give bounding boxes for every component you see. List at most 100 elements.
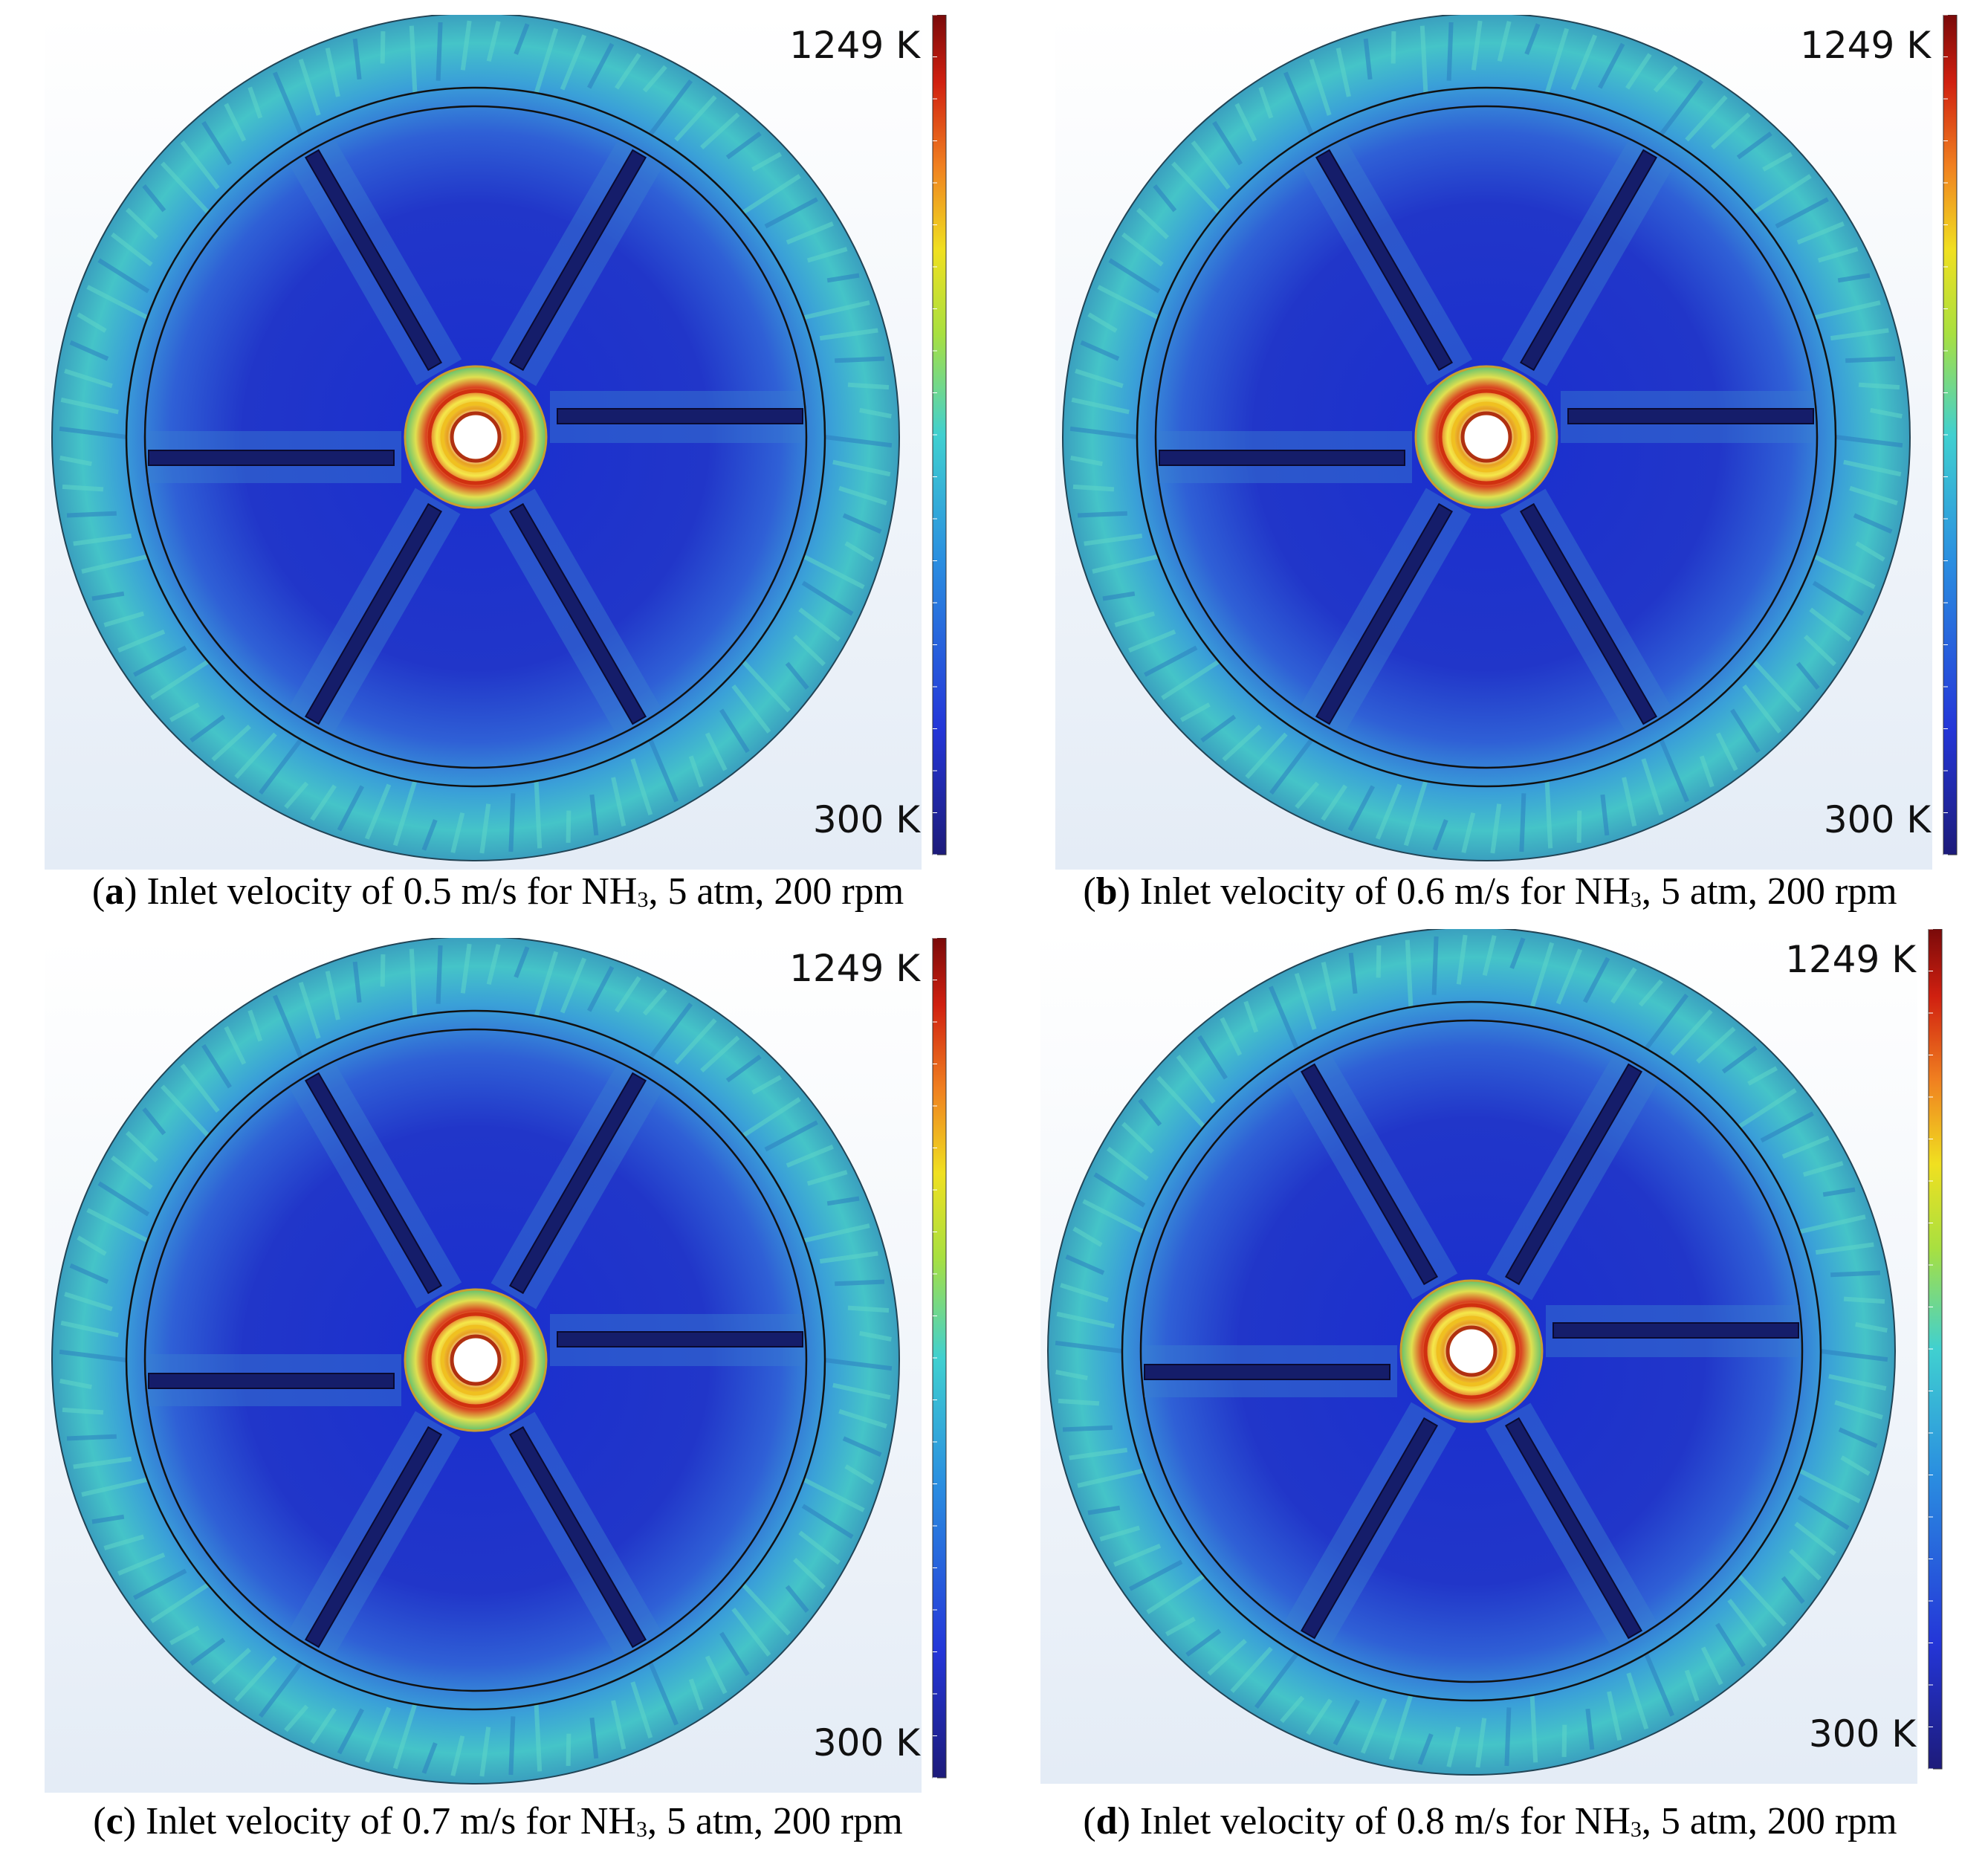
flow-streak [1843,1296,1885,1304]
flow-streak [150,1582,210,1623]
flow-streak [1321,962,1336,1012]
flow-streak [1797,1495,1850,1530]
flow-streak [842,1436,882,1457]
simulation-panel: 1249 K 300 K [1055,15,1958,870]
outer-ring [125,1009,826,1711]
flow-streak [62,1407,104,1415]
flow-streak [648,1661,679,1726]
flow-streak [247,1009,263,1042]
outer-ring [125,86,826,788]
blade [290,1063,462,1309]
simulation-panel: 1249 K 300 K [45,15,947,870]
flow-streak [674,1018,717,1065]
flow-streak [1077,1468,1144,1488]
flow-streak [514,946,530,978]
blade-body [557,408,803,424]
panel-caption: (b) Inlet velocity of 0.6 m/s for NH3, 5… [992,870,1988,913]
flow-streak [1870,407,1903,419]
flow-streak [1144,645,1198,677]
flow-streak [1820,1349,1888,1362]
flow-streak [1197,1035,1228,1080]
flow-streak [1700,1646,1723,1686]
flow-streak [1087,312,1118,333]
inner-ring [143,105,808,769]
flow-streak [1544,27,1570,94]
flow-streak [103,611,145,627]
flow-streak [133,1568,187,1600]
flow-streak [1471,20,1483,71]
flow-streak [1191,140,1231,190]
flow-streak [284,781,309,809]
flow-streak [1432,819,1448,851]
flow-streak [1333,1699,1361,1746]
hub-swirl [427,389,524,485]
flow-streak [1644,993,1689,1050]
colorbar-max-label: 1249 K [789,947,921,990]
flow-streak [508,793,516,852]
caption-text: ) Inlet velocity of 0.6 m/s for NH [1117,870,1631,913]
flow-streak [310,1707,337,1744]
flow-streak [803,554,865,589]
flow-streak [436,22,443,81]
flow-streak [1752,174,1812,215]
flow-streak [1529,1695,1538,1763]
flow-streak [1220,1017,1243,1056]
flow-streak [1347,785,1376,832]
flow-streak [111,232,153,267]
flow-streak [1180,702,1211,722]
blade-body [557,1331,803,1347]
flow-streak [1796,221,1845,245]
flow-streak [1321,784,1347,821]
flow-streak [1417,1733,1434,1765]
flow-streak [1742,684,1782,734]
hub-swirl [440,1324,511,1396]
flow-streak [1685,95,1728,142]
flow-streak [1840,1455,1871,1476]
flow-streak [352,961,362,1003]
flow-streak [1055,1340,1123,1353]
flow-streak [1760,1111,1814,1143]
flow-streak [1185,1628,1222,1657]
flow-streak [325,48,340,97]
flow-streak [1446,1726,1461,1767]
flow-streak [1280,1695,1305,1724]
flow-streak [1845,356,1896,363]
blade-body [1552,1322,1799,1339]
flow-streak [589,794,599,836]
flow-streak [1855,1321,1888,1333]
caption-end: , 5 atm, 200 rpm [648,870,904,913]
panel-letter: c [106,1800,123,1842]
flow-streak [1812,580,1865,616]
colorbar-min-label: 300 K [1809,1712,1917,1756]
flow-streak [180,140,220,190]
flow-streak [1403,780,1428,847]
flow-streak [1348,952,1358,994]
flow-streak [1375,783,1402,840]
flow-streak [59,455,92,467]
flow-streak [1727,1598,1767,1648]
flow-streak [450,1735,465,1776]
flow-streak [725,1054,762,1083]
flow-streak [719,708,750,754]
flow-streak [1084,533,1143,546]
flow-streak [180,1064,220,1113]
flow-streak [201,1043,232,1089]
flow-streak [1161,659,1220,700]
flow-streak [1114,611,1156,627]
flow-streak [508,1716,516,1776]
flow-streak [615,976,641,1013]
blade-body [304,1426,443,1648]
hub-swirl [427,1312,524,1408]
flow-streak [103,1534,145,1550]
flow-streak [1853,513,1893,534]
flow-streak [421,819,438,851]
flow-streak [1456,934,1468,985]
flow-streak [1610,967,1637,1004]
flow-streak [741,1583,791,1636]
flow-streak [150,659,210,700]
flow-streak [460,943,472,994]
blade-body [1144,1364,1390,1380]
flow-streak [1087,1505,1121,1515]
flow-streak [1200,714,1237,743]
flow-streak [832,1382,891,1400]
